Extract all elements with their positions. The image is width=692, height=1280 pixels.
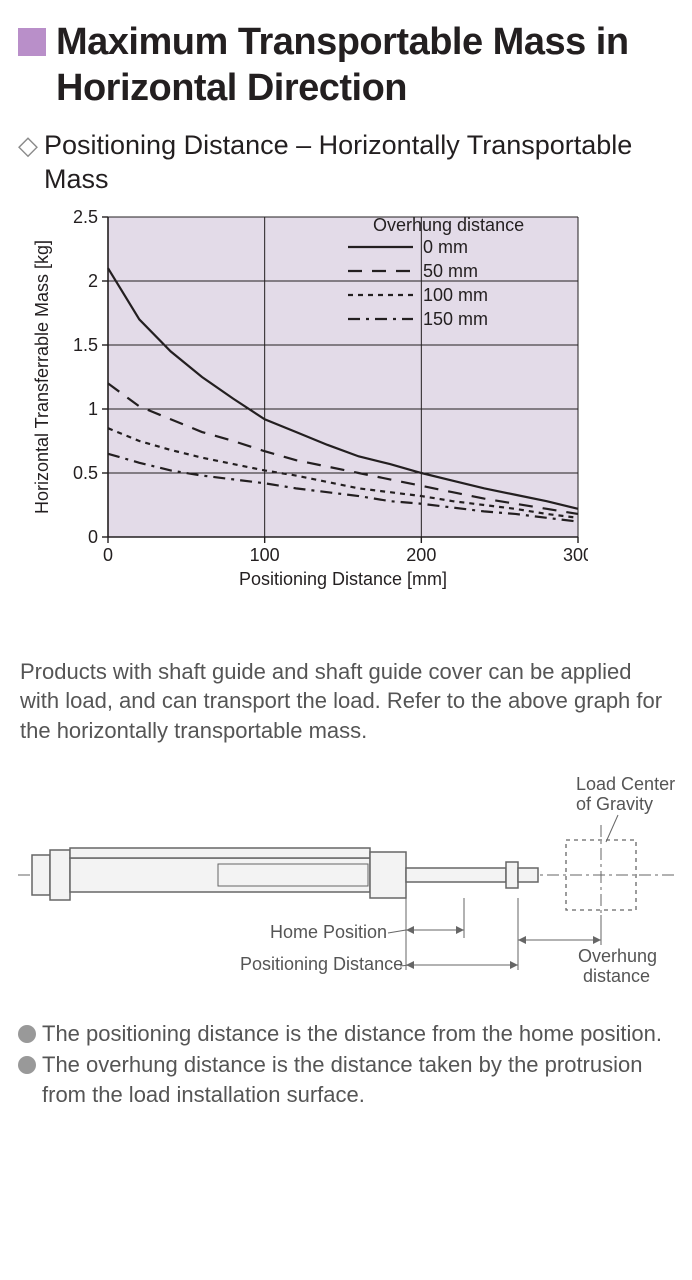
bullet-dot-icon bbox=[18, 1025, 36, 1043]
svg-text:Horizontal Transferrable Mass: Horizontal Transferrable Mass [kg] bbox=[32, 240, 52, 514]
svg-text:Home Position: Home Position bbox=[270, 922, 387, 942]
svg-text:50 mm: 50 mm bbox=[423, 261, 478, 281]
description-text: Products with shaft guide and shaft guid… bbox=[20, 657, 674, 746]
transportable-mass-chart: 0 100 200 300 0 0.5 1 1.5 2 2.5 Positioning Distan… bbox=[28, 207, 588, 612]
svg-text:100: 100 bbox=[250, 545, 280, 565]
bullet-item: The positioning distance is the distance… bbox=[18, 1019, 674, 1049]
bullet-item: The overhung distance is the distance ta… bbox=[18, 1050, 674, 1109]
chart-container: 0 100 200 300 0 0.5 1 1.5 2 2.5 Positioning Distan… bbox=[28, 207, 674, 617]
bullet-dot-icon bbox=[18, 1056, 36, 1074]
svg-text:Load Center: Load Center bbox=[576, 774, 675, 794]
diamond-icon: ◇ bbox=[18, 129, 38, 161]
positioning-diagram: Load Centerof Gravity Overhungdistance Hom… bbox=[18, 770, 678, 1000]
page-title: Maximum Transportable Mass in Horizontal… bbox=[56, 20, 674, 111]
svg-text:150 mm: 150 mm bbox=[423, 309, 488, 329]
svg-text:200: 200 bbox=[406, 545, 436, 565]
subtitle: Positioning Distance – Horizontally Tran… bbox=[44, 129, 674, 197]
svg-text:2.5: 2.5 bbox=[73, 207, 98, 227]
svg-text:0: 0 bbox=[88, 527, 98, 547]
svg-text:1.5: 1.5 bbox=[73, 335, 98, 355]
svg-text:0 mm: 0 mm bbox=[423, 237, 468, 257]
subtitle-section: ◇ Positioning Distance – Horizontally Tr… bbox=[18, 129, 674, 197]
svg-text:of Gravity: of Gravity bbox=[576, 794, 653, 814]
title-section: Maximum Transportable Mass in Horizontal… bbox=[18, 20, 674, 111]
svg-text:0: 0 bbox=[103, 545, 113, 565]
svg-text:Positioning Distance [mm]: Positioning Distance [mm] bbox=[239, 569, 447, 589]
svg-text:0.5: 0.5 bbox=[73, 463, 98, 483]
svg-text:Positioning Distance: Positioning Distance bbox=[240, 954, 403, 974]
mechanical-diagram: Load Centerof Gravity Overhungdistance Hom… bbox=[18, 770, 674, 1005]
svg-text:100 mm: 100 mm bbox=[423, 285, 488, 305]
bullet-list: The positioning distance is the distance… bbox=[18, 1019, 674, 1110]
svg-text:2: 2 bbox=[88, 271, 98, 291]
svg-text:distance: distance bbox=[583, 966, 650, 986]
bullet-text: The overhung distance is the distance ta… bbox=[42, 1050, 674, 1109]
svg-text:300: 300 bbox=[563, 545, 588, 565]
svg-text:Overhung distance: Overhung distance bbox=[373, 215, 524, 235]
title-marker bbox=[18, 28, 46, 56]
bullet-text: The positioning distance is the distance… bbox=[42, 1019, 662, 1049]
svg-text:Overhung: Overhung bbox=[578, 946, 657, 966]
svg-text:1: 1 bbox=[88, 399, 98, 419]
